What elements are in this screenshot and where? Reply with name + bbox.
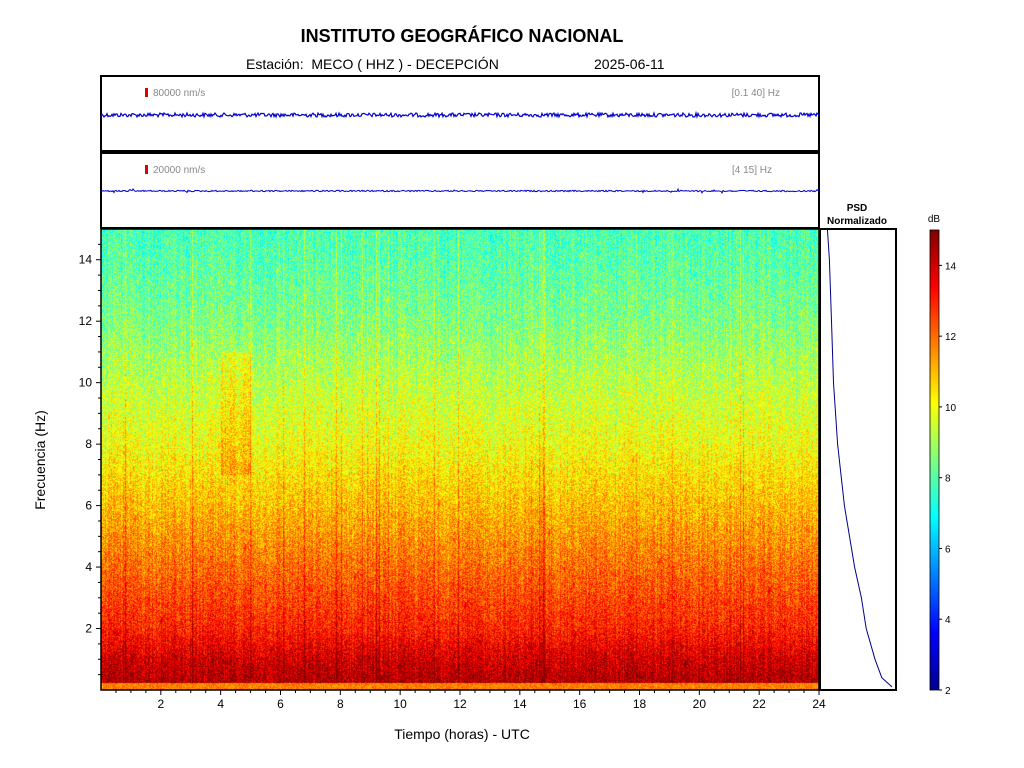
x-tick-label: 18 [633,697,647,711]
colorbar-ticks: 2 4 6 8 10 12 14 [939,261,957,697]
x-tick-label: 16 [573,697,587,711]
colorbar-label: dB [928,214,941,225]
seismogram-broadband-panel: 80000 nm/s [0.1 40] Hz [100,75,820,152]
y-tick-label: 2 [85,622,92,636]
date-label: 2025-06-11 [594,56,665,72]
x-tick-label: 14 [513,697,527,711]
scale-bar-marker [145,88,148,97]
x-tick-label: 2 [157,697,164,711]
y-tick-label: 4 [85,560,92,574]
colorbar-tick-label: 14 [945,261,957,272]
y-tick-label: 6 [85,499,92,513]
colorbar-tick-label: 8 [945,474,951,485]
y-tick-label: 8 [85,437,92,451]
page-title: INSTITUTO GEOGRÁFICO NACIONAL [300,26,624,46]
scale-label-broadband: 80000 nm/s [153,88,205,99]
seismogram-filtered-trace [100,187,820,194]
psd-title-line2: Normalizado [827,216,887,227]
y-tick-label: 14 [79,253,93,267]
band-label-broadband: [0.1 40] Hz [732,88,780,99]
x-tick-label: 10 [393,697,407,711]
spectrogram-heatmap [101,229,819,690]
scale-label-filtered: 20000 nm/s [153,165,205,176]
x-tick-label: 20 [693,697,707,711]
trace-line [100,187,820,194]
colorbar-tick-label: 2 [945,686,951,697]
x-tick-label: 8 [337,697,344,711]
psd-curve [826,228,893,688]
band-label-filtered: [4 15] Hz [732,165,772,176]
x-tick-label: 4 [217,697,224,711]
colorbar-panel: dB 2 4 6 8 10 12 14 [928,214,957,697]
y-axis-title: Frecuencia (Hz) [32,410,48,510]
psd-title-line1: PSD [847,203,868,214]
trace-line [100,110,820,120]
psd-frame [819,228,897,691]
colorbar-tick-label: 6 [945,544,951,555]
station-label: Estación: MECO ( HHZ ) - DECEPCIÓN [246,56,499,72]
scale-bar-marker-2 [145,165,148,174]
seismogram-broadband-trace [100,110,820,120]
x-tick-label: 12 [453,697,467,711]
x-tick-label: 6 [277,697,284,711]
colorbar-tick-label: 12 [945,332,957,343]
colorbar-tick-label: 10 [945,403,957,414]
y-tick-label: 10 [79,376,93,390]
colorbar [929,229,940,691]
psd-panel: PSD Normalizado [819,203,897,691]
x-axis-title: Tiempo (horas) - UTC [394,726,530,742]
colorbar-tick-label: 4 [945,615,951,626]
x-tick-label: 24 [812,697,826,711]
psd-line [826,228,893,688]
seismogram-filtered-panel: 20000 nm/s [4 15] Hz [100,152,820,229]
x-tick-label: 22 [752,697,766,711]
y-tick-label: 12 [79,314,93,328]
